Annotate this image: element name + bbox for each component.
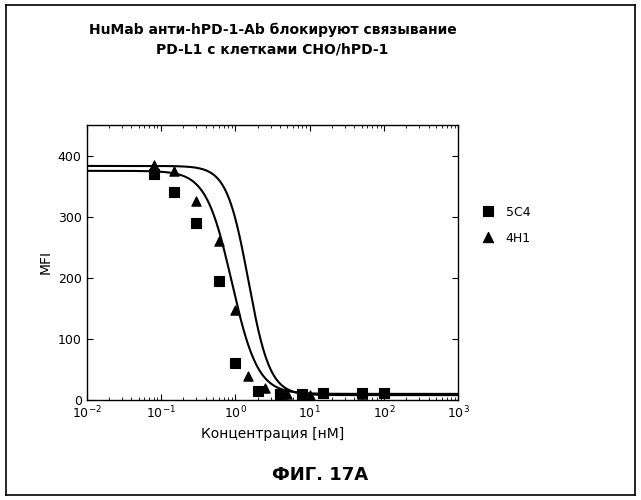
5C4	[169, 188, 179, 196]
5C4	[379, 388, 389, 396]
5C4	[356, 388, 367, 396]
4H1	[169, 167, 179, 175]
Text: HuMab анти-hPD-1-Ab блокируют связывание: HuMab анти-hPD-1-Ab блокируют связывание	[88, 22, 456, 37]
4H1	[379, 388, 389, 396]
X-axis label: Концентрация [нМ]: Концентрация [нМ]	[201, 427, 344, 441]
4H1	[149, 160, 159, 168]
4H1	[213, 237, 224, 245]
Text: PD-L1 с клетками CHO/hPD-1: PD-L1 с клетками CHO/hPD-1	[156, 42, 388, 56]
4H1	[191, 198, 201, 205]
Legend: 5C4, 4H1: 5C4, 4H1	[476, 200, 536, 250]
5C4	[191, 219, 201, 227]
5C4	[317, 388, 328, 396]
4H1	[230, 306, 240, 314]
Y-axis label: MFI: MFI	[38, 250, 53, 274]
5C4	[297, 390, 308, 398]
5C4	[275, 390, 285, 398]
4H1	[243, 372, 253, 380]
5C4	[253, 387, 263, 395]
Text: ФИГ. 17А: ФИГ. 17А	[272, 466, 369, 484]
4H1	[356, 390, 367, 398]
4H1	[282, 390, 292, 398]
4H1	[304, 391, 315, 399]
5C4	[230, 360, 240, 368]
5C4	[149, 170, 159, 178]
5C4	[213, 277, 224, 285]
4H1	[260, 384, 270, 392]
